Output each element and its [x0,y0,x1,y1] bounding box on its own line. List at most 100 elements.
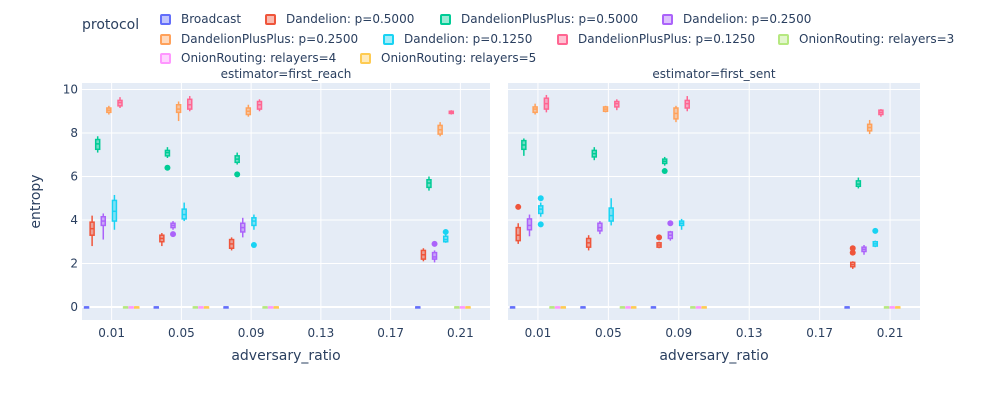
outlier-point [234,171,241,178]
plot-area [508,83,920,320]
legend-item[interactable]: OnionRouting: relayers=5 [360,51,536,65]
box-body [608,207,614,222]
legend-label: OnionRouting: relayers=4 [181,51,337,65]
x-tick-label: 0.13 [308,326,335,340]
legend-swatch [160,33,171,45]
legend-swatch [440,13,451,25]
box [198,306,204,309]
legend-label: Dandelion: p=0.2500 [683,12,812,26]
outlier-point [164,164,171,171]
box [262,306,268,309]
box [701,306,707,309]
box [597,221,603,235]
box [228,237,235,251]
y-tick-label: 2 [70,256,78,270]
box [250,214,257,248]
box [526,214,533,237]
box [543,94,550,113]
outlier-point [442,228,449,235]
box [889,306,895,309]
box [234,152,241,178]
legend-item[interactable]: DandelionPlusPlus: p=0.1250 [557,32,755,46]
box [554,306,561,309]
outlier-point [431,240,438,247]
legend: protocol Broadcast Dandelion: p=0.5000 Dan… [0,0,1000,80]
box [521,138,527,156]
box [94,136,101,153]
box [580,306,586,309]
legend-label: DandelionPlusPlus: p=0.5000 [461,12,639,26]
box [133,306,140,309]
legend-item[interactable]: DandelionPlusPlus: p=0.5000 [440,12,638,26]
box [630,306,637,309]
box-body [431,251,438,260]
legend-label: Dandelion: p=0.1250 [404,32,533,46]
outlier-point [872,227,879,234]
box [170,221,177,238]
box [175,101,182,122]
outlier-point [515,203,522,210]
y-axis-label: entropy [28,174,44,228]
box [111,194,118,230]
x-tick-label: 0.09 [665,326,692,340]
legend-swatch [662,13,673,25]
box [678,218,685,230]
box [153,306,160,309]
outlier-point [170,231,177,238]
x-tick-label: 0.21 [877,326,904,340]
box [883,306,890,309]
y-tick-label: 8 [70,126,78,140]
box [861,244,867,255]
legend-label: Broadcast [181,12,242,26]
box [690,306,696,309]
box [866,119,873,135]
panel-title: estimator=first_reach [221,67,352,81]
box-body [526,218,533,231]
x-tick-label: 0.01 [525,326,552,340]
x-tick-label: 0.05 [595,326,622,340]
legend-item[interactable]: Dandelion: p=0.5000 [265,12,414,26]
box [159,233,165,247]
legend-swatch [778,33,789,45]
box [695,306,702,309]
legend-swatch [265,13,276,25]
box [549,306,555,309]
legend-item[interactable]: DandelionPlusPlus: p=0.2500 [160,32,358,46]
x-tick-label: 0.17 [806,326,833,340]
box [855,177,862,189]
box [591,147,598,161]
legend-swatch [557,33,568,45]
box [614,99,620,111]
box [532,103,538,115]
plot-area [82,83,490,320]
y-tick-label: 6 [70,169,78,183]
legend-item[interactable]: OnionRouting: relayers=4 [160,51,336,65]
legend-swatch [383,33,394,45]
x-tick-label: 0.13 [736,326,763,340]
box [117,97,123,109]
legend-label: OnionRouting: relayers=5 [381,51,537,65]
box [256,99,263,112]
box [245,104,252,117]
outlier-point [667,220,674,227]
box [100,213,107,240]
box [684,96,690,112]
legend-item[interactable]: Dandelion: p=0.2500 [662,12,811,26]
legend-swatch [160,52,171,64]
box [625,306,631,309]
outlier-point [537,221,544,228]
legend-item[interactable]: OnionRouting: relayers=3 [778,32,954,46]
box [203,306,210,309]
legend-item[interactable]: Broadcast [160,12,241,26]
box [192,306,199,309]
chart-panel: 0.01 0.05 0.09 0.13 0.17 0.21 0 2 4 6 8 10 estimator… [63,67,490,364]
panel-title: estimator=first_sent [652,67,775,81]
box [273,306,279,309]
box [849,245,856,269]
legend-item[interactable]: Dandelion: p=0.1250 [383,32,532,46]
x-axis-label: adversary_ratio [659,348,768,364]
box [560,306,567,309]
outlier-point [661,168,668,175]
box [223,306,229,309]
